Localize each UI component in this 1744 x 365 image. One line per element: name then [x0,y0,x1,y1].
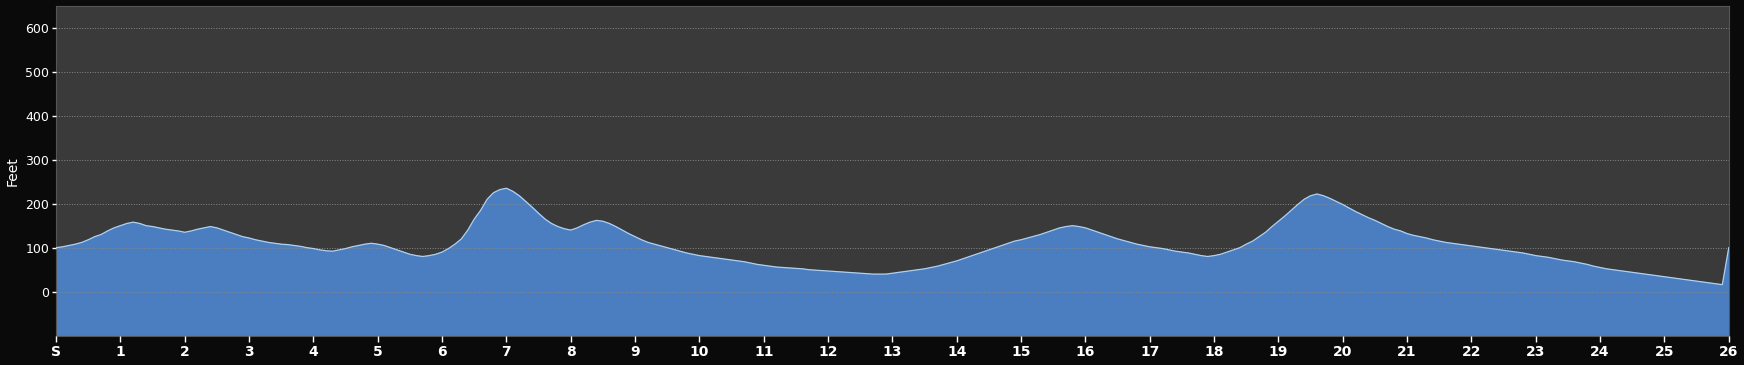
Y-axis label: Feet: Feet [5,156,19,185]
